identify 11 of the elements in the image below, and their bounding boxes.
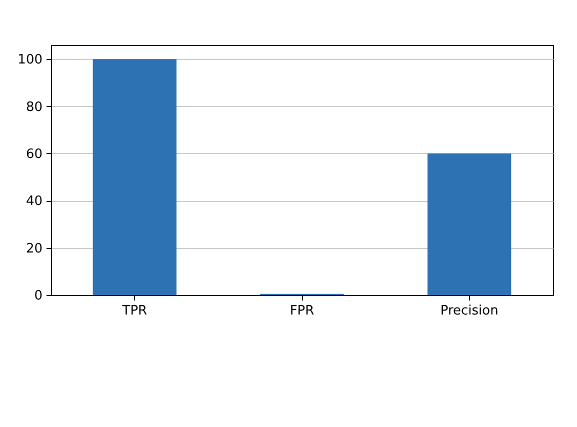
bar (428, 153, 512, 295)
x-tick-label: Precision (440, 304, 498, 318)
y-tick-label: 40 (26, 194, 42, 210)
y-tick-label: 0 (34, 288, 42, 304)
y-tick-label: 60 (26, 146, 42, 162)
x-tick-label: TPR (121, 304, 148, 318)
x-tick-label: FPR (290, 304, 314, 318)
bar (92, 59, 176, 295)
y-tick-label: 100 (18, 52, 42, 68)
y-tick-label: 20 (26, 241, 42, 256)
y-tick-label: 80 (26, 100, 42, 115)
